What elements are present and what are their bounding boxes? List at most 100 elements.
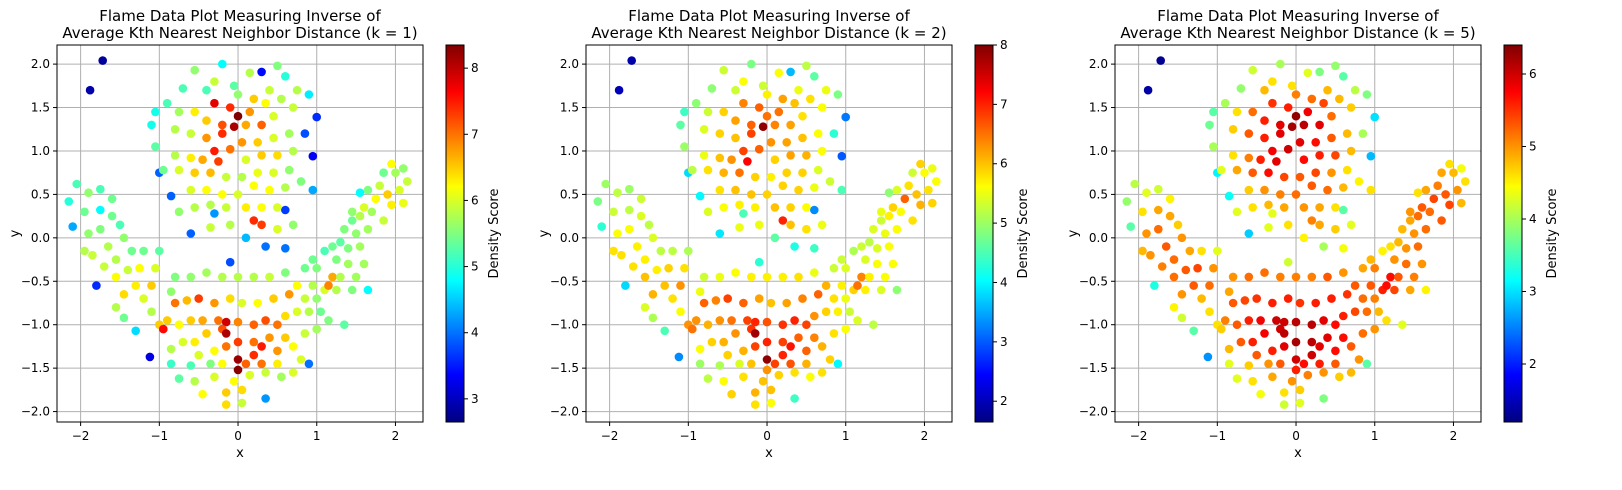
- data-point: [1268, 77, 1277, 86]
- data-point: [284, 290, 294, 299]
- data-point: [1232, 165, 1242, 175]
- data-point: [229, 81, 239, 91]
- data-point: [221, 172, 231, 182]
- data-point: [304, 307, 314, 317]
- data-point: [1339, 333, 1348, 343]
- y-tick-label: 0.0: [560, 231, 579, 245]
- data-point: [1291, 90, 1301, 99]
- colorbar-tick-label: 4: [1000, 275, 1008, 289]
- data-point: [206, 223, 215, 232]
- chart-title: Average Kth Nearest Neighbor Distance (k…: [1120, 24, 1475, 42]
- data-point: [766, 298, 776, 308]
- data-point: [166, 191, 176, 201]
- data-point: [715, 316, 725, 325]
- data-point: [371, 194, 381, 204]
- data-point: [609, 207, 618, 217]
- data-point: [316, 307, 326, 317]
- data-point: [676, 281, 685, 290]
- data-point: [202, 185, 211, 195]
- data-point: [1346, 220, 1356, 230]
- data-point: [1283, 220, 1293, 230]
- data-point: [691, 98, 701, 108]
- data-point: [261, 394, 270, 403]
- data-point: [750, 203, 760, 212]
- data-point: [1307, 94, 1317, 104]
- data-point: [249, 181, 259, 190]
- x-tick-label: 0: [763, 429, 771, 443]
- data-point: [825, 355, 835, 364]
- data-point: [273, 320, 282, 330]
- x-tick-label: −1: [150, 429, 168, 443]
- data-point: [802, 151, 811, 160]
- data-point: [210, 77, 219, 86]
- data-point: [1299, 155, 1309, 164]
- y-tick-label: 0.5: [31, 187, 50, 201]
- data-point: [841, 112, 850, 122]
- data-point: [1193, 263, 1202, 273]
- data-point: [857, 242, 866, 251]
- data-point: [202, 85, 211, 95]
- y-tick-label: −2.0: [21, 405, 50, 419]
- data-point: [265, 185, 274, 195]
- data-point: [770, 233, 780, 243]
- data-point: [754, 220, 764, 230]
- data-point: [1335, 372, 1344, 382]
- data-point: [233, 337, 243, 347]
- data-point: [351, 272, 361, 282]
- data-point: [170, 272, 180, 282]
- data-point: [786, 342, 795, 351]
- data-point: [778, 216, 788, 225]
- data-point: [265, 85, 274, 95]
- y-tick-label: −0.5: [1079, 274, 1108, 288]
- data-point: [174, 320, 184, 330]
- data-point: [750, 317, 760, 327]
- data-point: [1197, 294, 1206, 303]
- data-point: [1327, 294, 1336, 303]
- data-point: [1130, 179, 1139, 189]
- data-point: [1169, 255, 1179, 264]
- data-point: [688, 165, 697, 175]
- data-point: [841, 294, 850, 303]
- data-point: [613, 188, 622, 197]
- data-point: [218, 359, 227, 369]
- y-tick-label: −1.5: [21, 361, 50, 375]
- data-point: [1421, 285, 1431, 295]
- data-point: [810, 311, 819, 321]
- data-point: [1441, 190, 1450, 199]
- data-point: [1260, 116, 1269, 125]
- data-point: [1260, 329, 1269, 338]
- data-point: [1342, 165, 1352, 175]
- data-point: [1295, 385, 1305, 395]
- data-point: [229, 376, 239, 386]
- data-point: [821, 85, 831, 95]
- data-point: [218, 190, 227, 199]
- data-point: [601, 179, 610, 189]
- data-point: [1457, 164, 1466, 173]
- data-point: [715, 153, 725, 163]
- data-point: [210, 98, 219, 108]
- data-point: [750, 388, 760, 397]
- data-point: [1279, 329, 1289, 338]
- data-point: [277, 372, 286, 382]
- data-point: [1126, 222, 1135, 231]
- data-point: [1386, 242, 1395, 251]
- data-point: [198, 316, 207, 325]
- data-point: [218, 129, 227, 138]
- data-point: [1358, 129, 1368, 138]
- data-point: [1346, 146, 1356, 156]
- data-point: [786, 220, 795, 230]
- data-point: [277, 94, 286, 104]
- data-point: [111, 272, 121, 282]
- data-point: [84, 229, 93, 238]
- data-point: [273, 359, 282, 369]
- data-point: [1154, 205, 1163, 215]
- data-point: [288, 220, 298, 230]
- data-point: [1291, 317, 1301, 327]
- data-point: [186, 153, 196, 163]
- data-point: [257, 203, 266, 212]
- data-point: [1437, 216, 1446, 225]
- data-point: [253, 298, 262, 308]
- data-point: [648, 313, 658, 323]
- data-point: [904, 181, 913, 190]
